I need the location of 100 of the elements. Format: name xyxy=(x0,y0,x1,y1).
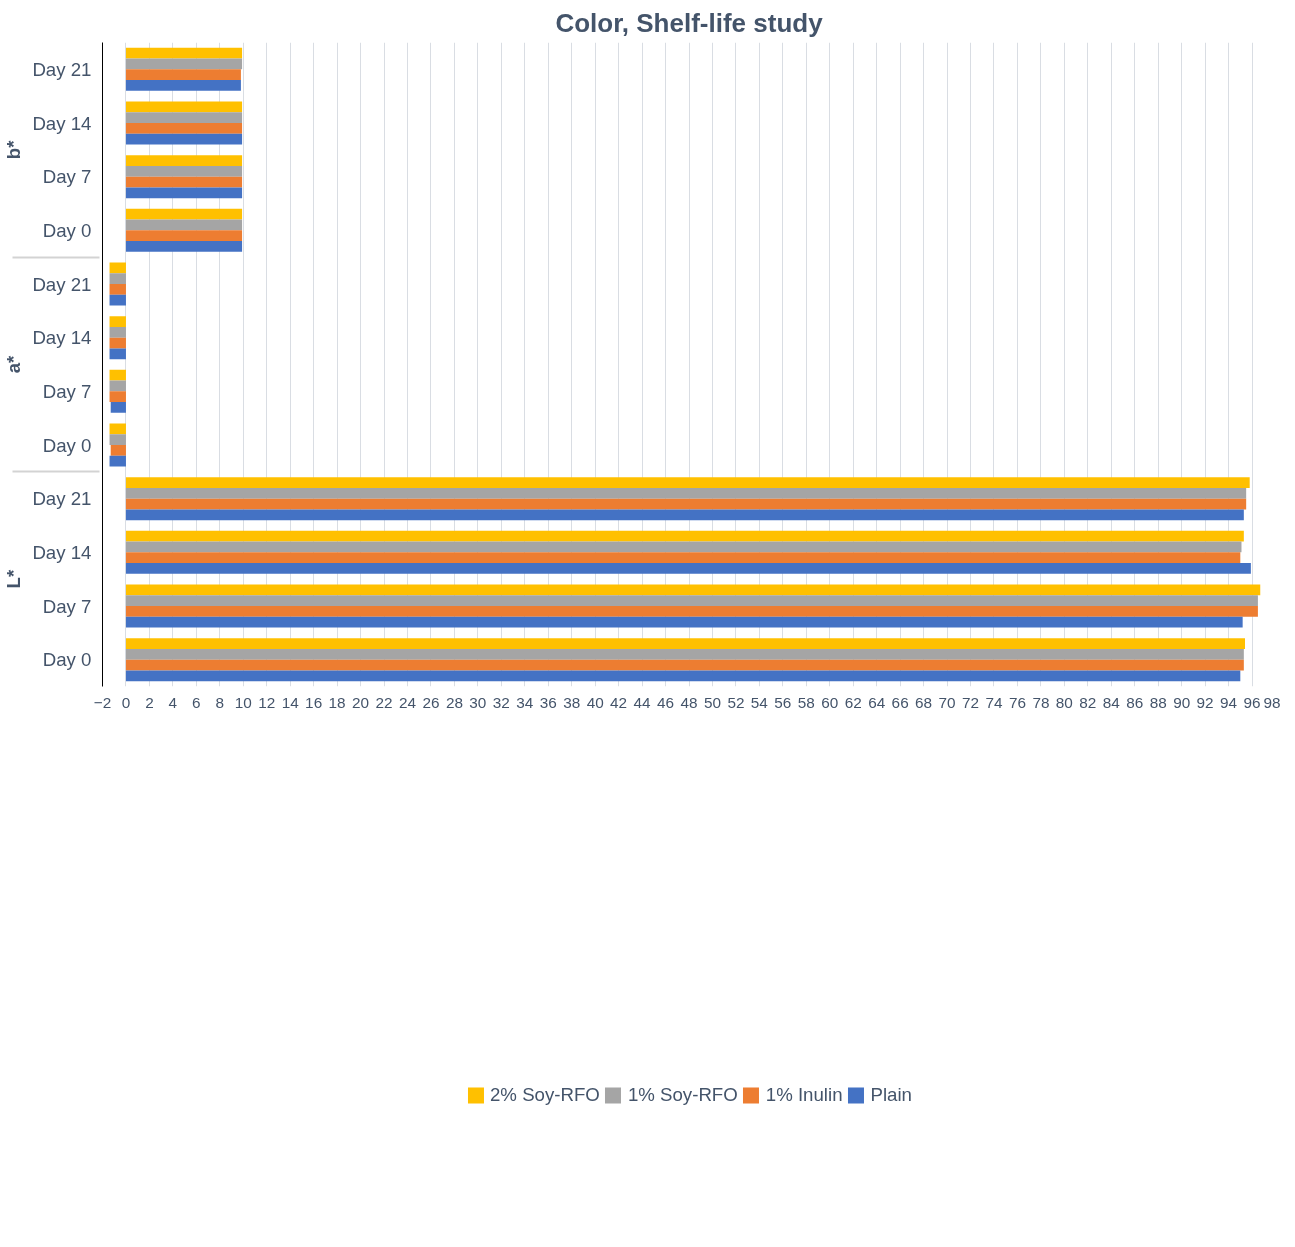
bar xyxy=(125,187,243,199)
y-tick-label: Day 14 xyxy=(32,112,92,134)
bar xyxy=(125,530,1244,542)
bar xyxy=(125,47,243,59)
bar xyxy=(109,273,126,284)
bar xyxy=(125,638,1245,649)
x-tick-label: 94 xyxy=(1220,693,1238,711)
x-tick-label: 18 xyxy=(328,693,346,711)
x-tick-label: 28 xyxy=(445,693,463,711)
bar xyxy=(125,230,243,242)
x-tick-label: 12 xyxy=(258,693,276,711)
bar xyxy=(109,455,126,467)
text: L* xyxy=(3,569,25,589)
bar xyxy=(125,659,1244,671)
x-tick-label: 30 xyxy=(469,693,487,711)
bar xyxy=(109,348,126,360)
bar xyxy=(109,434,126,445)
x-tick-label: 84 xyxy=(1102,693,1121,711)
x-tick-label: 62 xyxy=(844,693,862,711)
x-tick-label: 22 xyxy=(375,693,393,711)
bar xyxy=(125,670,1241,682)
bar xyxy=(125,208,243,220)
bar xyxy=(110,445,126,456)
x-tick-label: 40 xyxy=(586,693,604,711)
chart-title: Color, Shelf-life study xyxy=(555,7,824,38)
bar xyxy=(125,112,243,123)
bar xyxy=(110,402,126,413)
x-tick-label: 26 xyxy=(422,693,440,711)
bar xyxy=(109,262,126,274)
bar xyxy=(125,606,1258,617)
y-tick-label: Day 7 xyxy=(42,380,92,402)
y-tick-label: Day 7 xyxy=(42,166,92,188)
text: b* xyxy=(3,139,25,160)
x-tick-label: 42 xyxy=(610,693,628,711)
x-tick-label: 56 xyxy=(774,693,792,711)
bar xyxy=(125,241,243,252)
bar xyxy=(125,541,1242,553)
x-tick-label: 92 xyxy=(1196,693,1214,711)
y-tick-label: Day 0 xyxy=(42,219,92,241)
x-tick-label: 78 xyxy=(1032,693,1050,711)
legend-label: 1% Soy-RFO xyxy=(627,1083,738,1106)
x-tick-label: 54 xyxy=(750,693,769,711)
x-tick-label: 44 xyxy=(633,693,652,711)
x-tick-label: 32 xyxy=(492,693,510,711)
y-tick-label: Day 0 xyxy=(42,649,92,671)
bar xyxy=(109,326,126,338)
text: a* xyxy=(3,354,25,374)
bar xyxy=(125,58,243,70)
bar xyxy=(125,616,1243,628)
bar xyxy=(125,165,243,177)
y-tick-label: Day 14 xyxy=(32,327,92,349)
x-tick-label: −2 xyxy=(93,693,112,711)
bar xyxy=(125,80,241,91)
y-tick-label: Day 21 xyxy=(32,273,92,295)
y-tick-label: Day 0 xyxy=(42,434,92,456)
bar xyxy=(125,69,241,81)
bar xyxy=(125,487,1247,499)
x-tick-label: 86 xyxy=(1126,693,1144,711)
x-tick-label: 14 xyxy=(281,693,300,711)
bar xyxy=(109,391,126,403)
x-tick-label: 74 xyxy=(985,693,1003,711)
x-tick-label: 16 xyxy=(305,693,323,711)
x-tick-label: 64 xyxy=(868,693,886,711)
y-tick-label: Day 21 xyxy=(32,58,92,80)
bar xyxy=(109,316,126,327)
bar xyxy=(125,584,1261,596)
legend-label: 2% Soy-RFO xyxy=(489,1083,600,1106)
bar xyxy=(125,176,243,188)
x-tick-label: 82 xyxy=(1079,693,1097,711)
bar xyxy=(109,369,126,381)
x-tick-label: 98 xyxy=(1263,693,1281,711)
x-tick-label: 68 xyxy=(915,693,933,711)
x-tick-label: 96 xyxy=(1243,693,1261,711)
x-tick-label: 66 xyxy=(891,693,909,711)
legend-label: 1% Inulin xyxy=(765,1083,843,1106)
x-tick-label: 6 xyxy=(192,693,201,711)
x-tick-label: 80 xyxy=(1055,693,1073,711)
bar xyxy=(125,648,1244,660)
x-tick-label: 70 xyxy=(938,693,956,711)
x-tick-label: 60 xyxy=(821,693,839,711)
bar xyxy=(125,563,1251,574)
x-tick-label: 0 xyxy=(121,693,131,711)
x-tick-label: 90 xyxy=(1173,693,1191,711)
bar xyxy=(109,294,126,306)
bar xyxy=(125,123,243,134)
x-tick-label: 4 xyxy=(168,693,178,711)
x-tick-label: 88 xyxy=(1149,693,1167,711)
x-tick-label: 76 xyxy=(1008,693,1026,711)
x-tick-label: 2 xyxy=(145,693,154,711)
legend-label: Plain xyxy=(870,1083,913,1106)
bar xyxy=(109,337,126,349)
bar xyxy=(125,477,1250,488)
y-tick-label: Day 21 xyxy=(32,488,92,510)
x-tick-label: 36 xyxy=(539,693,557,711)
x-tick-label: 48 xyxy=(680,693,698,711)
bar xyxy=(125,498,1247,510)
bar xyxy=(125,552,1241,564)
x-tick-label: 10 xyxy=(234,693,252,711)
x-tick-label: 58 xyxy=(797,693,815,711)
bar xyxy=(109,423,126,435)
